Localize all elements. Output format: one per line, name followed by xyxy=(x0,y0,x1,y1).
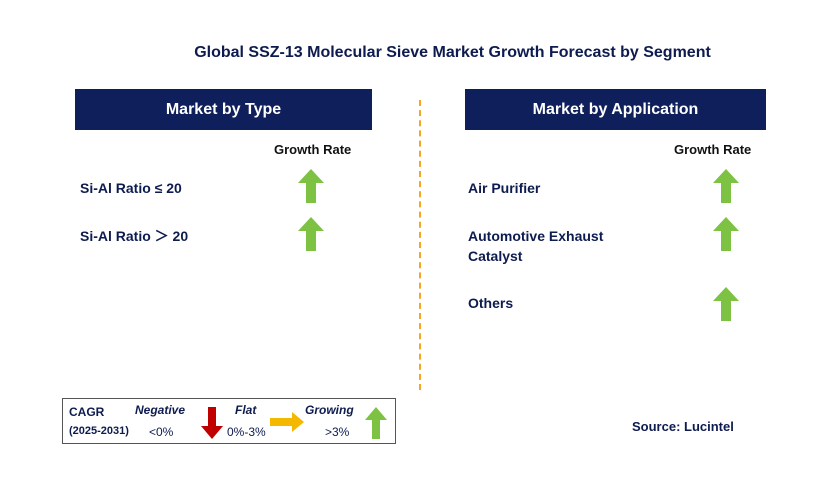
market-by-type-header: Market by Type xyxy=(75,89,372,130)
up-arrow-icon xyxy=(365,407,387,444)
legend-period: (2025-2031) xyxy=(69,425,129,437)
legend-flat-label: Flat xyxy=(235,403,257,417)
type-row-label-2: Si-Al Ratio ＞ 20 xyxy=(80,228,189,244)
up-arrow-icon xyxy=(713,287,739,321)
right-arrow-icon xyxy=(270,412,304,437)
legend-negative-label: Negative xyxy=(135,403,186,417)
growth-rate-header-right: Growth Rate xyxy=(674,142,752,157)
up-arrow-icon xyxy=(713,217,739,251)
page-title: Global SSZ-13 Molecular Sieve Market Gro… xyxy=(194,44,711,61)
market-by-application-header: Market by Application xyxy=(465,89,766,130)
legend-cagr-label: CAGR xyxy=(69,405,105,419)
application-row-label-3: Others xyxy=(468,295,514,311)
legend-growing-label: Growing xyxy=(305,403,354,417)
cagr-legend: CAGR (2025-2031) Negative <0% Flat 0%-3%… xyxy=(62,398,396,444)
legend-growing-value: >3% xyxy=(325,425,350,439)
type-row-label-1: Si-Al Ratio ≤ 20 xyxy=(80,180,182,196)
application-row-label-2: Automotive Exhaust Catalyst xyxy=(468,228,604,264)
up-arrow-icon xyxy=(298,169,324,203)
up-arrow-icon xyxy=(298,217,324,251)
panel-divider xyxy=(419,100,421,390)
down-arrow-icon xyxy=(201,407,223,444)
up-arrow-icon xyxy=(713,169,739,203)
application-row-label-1: Air Purifier xyxy=(468,180,541,196)
source-label: Source: Lucintel xyxy=(632,419,734,434)
legend-negative-value: <0% xyxy=(149,425,174,439)
growth-rate-header-left: Growth Rate xyxy=(274,142,352,157)
legend-flat-value: 0%-3% xyxy=(227,425,266,439)
